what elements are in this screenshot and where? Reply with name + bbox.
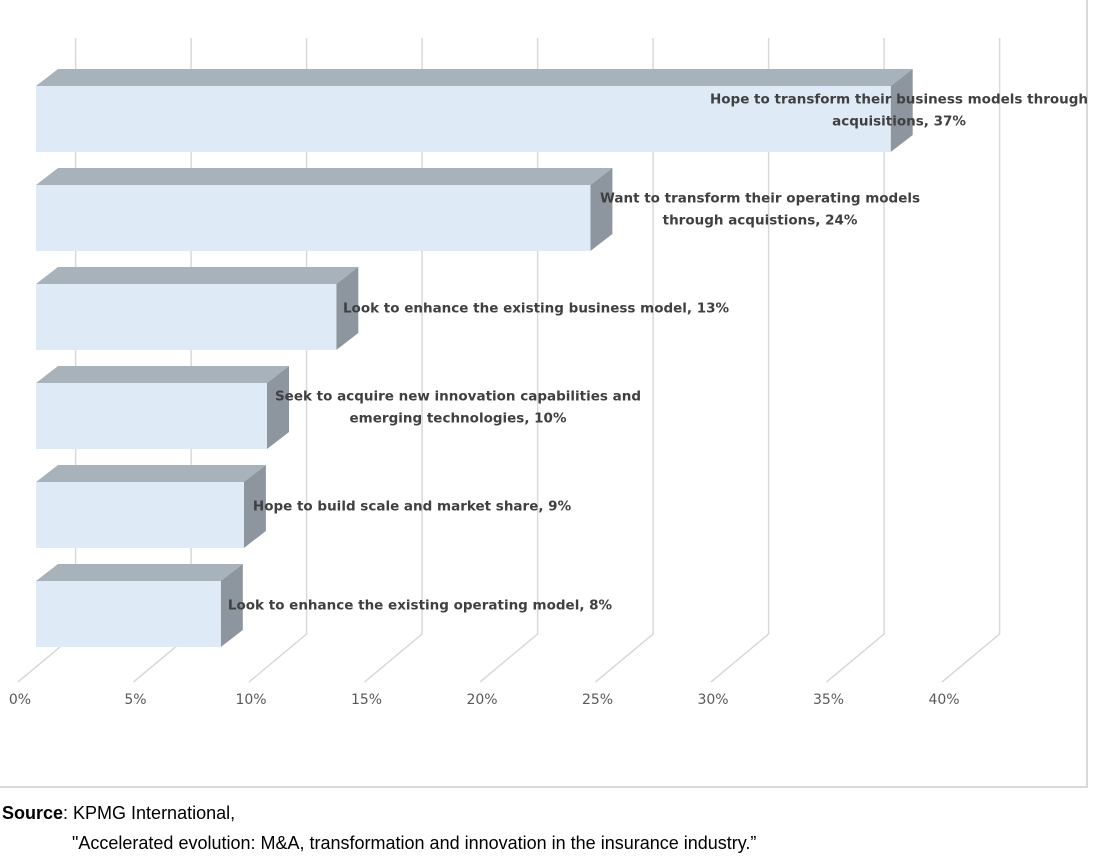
x-tick-label: 5%: [124, 692, 146, 708]
bar-top-face: [36, 267, 359, 284]
data-label: emerging technologies, 10%: [350, 411, 567, 427]
x-tick-label: 25%: [582, 692, 613, 708]
bar-side-face: [336, 267, 359, 350]
x-tick-label: 20%: [466, 692, 497, 708]
bar-top-face: [36, 168, 613, 185]
x-tick-label: 10%: [235, 692, 266, 708]
bar: [36, 168, 613, 251]
bar: [36, 465, 266, 548]
data-label: Look to enhance the existing business mo…: [343, 301, 730, 317]
bar: [36, 69, 913, 152]
bar-side-face: [243, 465, 266, 548]
bar-front-face: [36, 482, 244, 548]
x-axis-ticks: 0% 5% 10% 15% 20% 25% 30% 35% 40%: [9, 692, 960, 708]
gridline: [826, 38, 885, 683]
bar: [36, 267, 359, 350]
source-line-2: "Accelerated evolution: M&A, transformat…: [72, 833, 757, 853]
data-label: Look to enhance the existing operating m…: [228, 598, 613, 614]
bar-front-face: [36, 284, 337, 350]
bar-side-face: [267, 366, 289, 449]
data-label: Want to transform their operating models: [600, 191, 920, 207]
chart-frame: [0, 0, 1088, 788]
x-tick-label: 15%: [351, 692, 382, 708]
gridline: [941, 38, 1001, 683]
gridline: [710, 38, 770, 683]
bar-side-face: [220, 564, 243, 647]
source-line-1: : KPMG International,: [63, 803, 236, 823]
source-key: Source: [2, 803, 64, 823]
bar-side-face: [890, 69, 913, 152]
x-tick-label: 40%: [928, 692, 959, 708]
bar-front-face: [36, 383, 267, 449]
data-label: Seek to acquire new innovation capabilit…: [275, 389, 641, 405]
bar-top-face: [36, 366, 289, 383]
data-label: acquisitions, 37%: [832, 114, 966, 130]
bar-top-face: [36, 69, 913, 86]
source-note: Source: KPMG International, "Accelerated…: [2, 798, 756, 858]
bar-chart: Hope to transform their business models …: [9, 38, 1088, 708]
data-label: Hope to transform their business models …: [710, 92, 1088, 108]
bar-top-face: [36, 564, 243, 581]
bar: [36, 564, 243, 647]
bar-front-face: [36, 86, 891, 152]
data-labels: Hope to transform their business models …: [228, 92, 1088, 614]
data-label: through acquistions, 24%: [663, 213, 858, 229]
x-tick-label: 35%: [813, 692, 844, 708]
bars: [36, 69, 913, 647]
bar: [36, 366, 289, 449]
bar-side-face: [590, 168, 613, 251]
x-tick-label: 0%: [9, 692, 31, 708]
bar-front-face: [36, 581, 221, 647]
gridline: [595, 38, 654, 683]
bar-front-face: [36, 185, 591, 251]
data-label: Hope to build scale and market share, 9%: [253, 499, 572, 515]
bar-top-face: [36, 465, 266, 482]
x-tick-label: 30%: [697, 692, 728, 708]
